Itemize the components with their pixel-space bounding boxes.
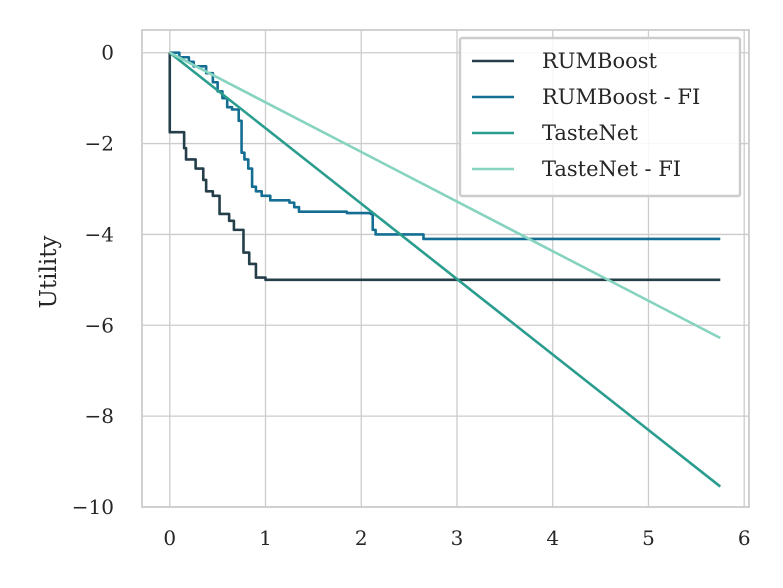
y-tick-label: −6 — [85, 313, 114, 337]
y-tick-label: −2 — [85, 132, 114, 156]
tick-labels: 0 1 2 3 4 5 6 0 −2 −4 −6 −8 −10 — [72, 41, 751, 550]
legend-box — [458, 36, 742, 198]
legend-label-rumboost-fi: RUMBoost - FI — [542, 85, 700, 109]
x-tick-label: 2 — [355, 526, 368, 550]
x-tick-label: 6 — [738, 526, 751, 550]
series-line-tastenet-fi — [169, 51, 721, 340]
legend: RUMBoost RUMBoost - FI TasteNet TasteNet - … — [458, 36, 742, 198]
legend-label-tastenet: TasteNet — [542, 121, 638, 145]
x-tick-label: 1 — [259, 526, 272, 550]
y-axis-label: Utility — [36, 236, 62, 309]
x-tick-label: 0 — [163, 526, 176, 550]
y-tick-label: −4 — [85, 222, 114, 246]
plot-frame — [141, 29, 750, 508]
y-tick-label: 0 — [101, 41, 114, 65]
x-tick-label: 4 — [546, 526, 559, 550]
y-tick-label: −8 — [85, 404, 114, 428]
series-line-rumboost — [168, 52, 721, 282]
series-line-tastenet — [168, 51, 722, 488]
series-lines — [168, 51, 722, 488]
legend-label-rumboost: RUMBoost — [542, 49, 658, 73]
legend-label-tastenet-fi: TasteNet - FI — [542, 157, 681, 181]
x-tick-label: 3 — [451, 526, 464, 550]
x-tick-label: 5 — [642, 526, 655, 550]
y-tick-label: −10 — [72, 495, 114, 519]
